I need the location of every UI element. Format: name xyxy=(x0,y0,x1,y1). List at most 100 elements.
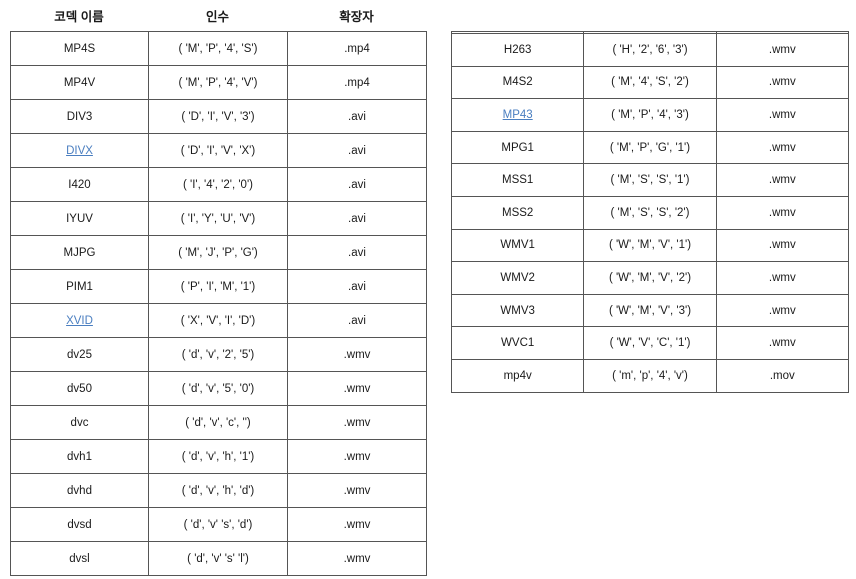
table-row: dvsd ( 'd', 'v' 's', 'd') .wmv xyxy=(10,507,427,542)
table-row: dv50 ( 'd', 'v', '5', '0') .wmv xyxy=(10,371,427,406)
file-extension-cell: .avi xyxy=(287,303,427,338)
codec-name-cell: MPG1 xyxy=(450,130,585,165)
codec-name-cell: MJPG xyxy=(10,235,149,270)
codec-name: WVC1 xyxy=(501,337,535,350)
table-row: M4S2 ( 'M', '4', 'S', '2') .wmv xyxy=(450,65,850,100)
file-extension-cell: .avi xyxy=(287,99,427,134)
table-row: XVID ( 'X', 'V', 'I', 'D') .avi xyxy=(10,303,427,338)
codec-name-cell: mp4v xyxy=(450,358,585,393)
codec-name: dv25 xyxy=(67,348,92,361)
codec-argument-cell: ( 'W', 'M', 'V', '2') xyxy=(583,261,717,295)
file-extension-cell: .wmv xyxy=(715,163,850,197)
codec-name: MSS2 xyxy=(502,206,534,219)
table-row: MPG1 ( 'M', 'P', 'G', '1') .wmv xyxy=(450,130,850,165)
file-extension-cell: .wmv xyxy=(715,326,850,360)
codec-name-header: 코덱 이름 xyxy=(54,10,104,24)
table-row: dv25 ( 'd', 'v', '2', '5') .wmv xyxy=(10,337,427,372)
codec-name: dvsl xyxy=(69,552,90,565)
table-row: MSS2 ( 'M', 'S', 'S', '2') .wmv xyxy=(450,195,850,230)
codec-name-cell: dvc xyxy=(10,405,149,440)
table-row: dvh1 ( 'd', 'v', 'h', '1') .wmv xyxy=(10,439,427,474)
codec-name: dvsd xyxy=(67,518,92,531)
codec-argument-cell: ( 'm', 'p', '4', 'v') xyxy=(583,358,717,393)
table-row: DIVX ( 'D', 'I', 'V', 'X') .avi xyxy=(10,133,427,168)
file-extension-cell: .avi xyxy=(287,167,427,202)
codec-name: MJPG xyxy=(63,246,96,259)
table-row: MJPG ( 'M', 'J', 'P', 'G') .avi xyxy=(10,235,427,270)
codec-name-cell: MP4S xyxy=(10,31,149,66)
file-extension-cell: .wmv xyxy=(715,228,850,263)
codec-name: dvhd xyxy=(67,484,92,497)
table-row: PIM1 ( 'P', 'I', 'M', '1') .avi xyxy=(10,269,427,304)
file-extension-cell: .mp4 xyxy=(287,31,427,66)
file-extension-cell: .wmv xyxy=(715,65,850,100)
argument-header: 인수 xyxy=(205,10,229,24)
codec-name-cell: MP4V xyxy=(10,65,149,100)
file-extension-cell: .mp4 xyxy=(287,65,427,100)
table-row: H263 ( 'H', '2', '6', '3') .wmv xyxy=(450,33,850,67)
codec-name: MP4S xyxy=(63,42,96,55)
column-header-row: 코덱 이름 인수 확장자 xyxy=(10,6,426,24)
codec-argument-cell: ( 'd', 'v', '2', '5') xyxy=(148,337,288,372)
codec-name-cell: dv25 xyxy=(10,337,149,372)
spacer-cell xyxy=(715,31,850,34)
table-row: WVC1 ( 'W', 'V', 'C', '1') .wmv xyxy=(450,326,850,360)
codec-name: MP4V xyxy=(63,76,96,89)
file-extension-cell: .wmv xyxy=(287,473,427,508)
table-row: dvc ( 'd', 'v', 'c', '') .wmv xyxy=(10,405,427,440)
codec-name-cell: dvsl xyxy=(10,541,149,576)
codec-name-cell: IYUV xyxy=(10,201,149,236)
codec-name-cell: DIVX xyxy=(10,133,149,168)
file-extension-cell: .avi xyxy=(287,269,427,304)
file-extension-cell: .avi xyxy=(287,235,427,270)
file-extension-cell: .wmv xyxy=(287,337,427,372)
codec-name: I420 xyxy=(68,178,91,191)
table-row: DIV3 ( 'D', 'I', 'V', '3') .avi xyxy=(10,99,427,134)
codec-argument-cell: ( 'd', 'v', 'h', 'd') xyxy=(148,473,288,508)
file-extension-cell: .wmv xyxy=(715,130,850,165)
codec-argument-cell: ( 'M', 'S', 'S', '2') xyxy=(583,195,717,230)
file-extension-cell: .wmv xyxy=(715,195,850,230)
codec-argument-cell: ( 'W', 'M', 'V', '3') xyxy=(583,293,717,328)
codec-name: WMV2 xyxy=(500,271,535,284)
codec-name-cell: WMV3 xyxy=(450,293,585,328)
codec-name-cell: MSS2 xyxy=(450,195,585,230)
table-row: WMV2 ( 'W', 'M', 'V', '2') .wmv xyxy=(450,261,850,295)
table-row: I420 ( 'I', '4', '2', '0') .avi xyxy=(10,167,427,202)
table-row: IYUV ( 'I', 'Y', 'U', 'V') .avi xyxy=(10,201,427,236)
codec-name: dvh1 xyxy=(67,450,92,463)
codec-name: PIM1 xyxy=(66,280,93,293)
codec-name-cell: I420 xyxy=(10,167,149,202)
table-row: dvsl ( 'd', 'v' 's' 'l') .wmv xyxy=(10,541,427,576)
codec-argument-cell: ( 'W', 'M', 'V', '1') xyxy=(583,228,717,263)
codec-link[interactable]: XVID xyxy=(66,314,93,327)
file-extension-cell: .wmv xyxy=(287,439,427,474)
file-extension-cell: .wmv xyxy=(715,261,850,295)
codec-link[interactable]: MP43 xyxy=(502,108,533,121)
codec-name: WMV1 xyxy=(500,239,535,252)
codec-argument-cell: ( 'M', 'S', 'S', '1') xyxy=(583,163,717,197)
file-extension-cell: .wmv xyxy=(715,293,850,328)
file-extension-cell: .wmv xyxy=(287,541,427,576)
codec-argument-cell: ( 'd', 'v', '5', '0') xyxy=(148,371,288,406)
codec-argument-cell: ( 'H', '2', '6', '3') xyxy=(583,33,717,67)
file-extension-cell: .wmv xyxy=(287,507,427,542)
codec-name: dv50 xyxy=(67,382,92,395)
extension-header: 확장자 xyxy=(339,10,374,24)
codec-argument-cell: ( 'D', 'I', 'V', '3') xyxy=(148,99,288,134)
codec-name: mp4v xyxy=(503,369,532,382)
codec-argument-cell: ( 'I', '4', '2', '0') xyxy=(148,167,288,202)
table-row: mp4v ( 'm', 'p', '4', 'v') .mov xyxy=(450,358,850,393)
codec-name-cell: MSS1 xyxy=(450,163,585,197)
codec-name-cell: M4S2 xyxy=(450,65,585,100)
codec-name: MSS1 xyxy=(502,174,534,187)
file-extension-cell: .avi xyxy=(287,201,427,236)
codec-argument-cell: ( 'D', 'I', 'V', 'X') xyxy=(148,133,288,168)
codec-name: H263 xyxy=(503,43,532,56)
table-row: MSS1 ( 'M', 'S', 'S', '1') .wmv xyxy=(450,163,850,197)
codec-argument-cell: ( 'M', 'P', '4', '3') xyxy=(583,98,717,132)
codec-name-cell: XVID xyxy=(10,303,149,338)
codec-link[interactable]: DIVX xyxy=(66,144,93,157)
codec-name: MPG1 xyxy=(501,141,534,154)
codec-argument-cell: ( 'I', 'Y', 'U', 'V') xyxy=(148,201,288,236)
